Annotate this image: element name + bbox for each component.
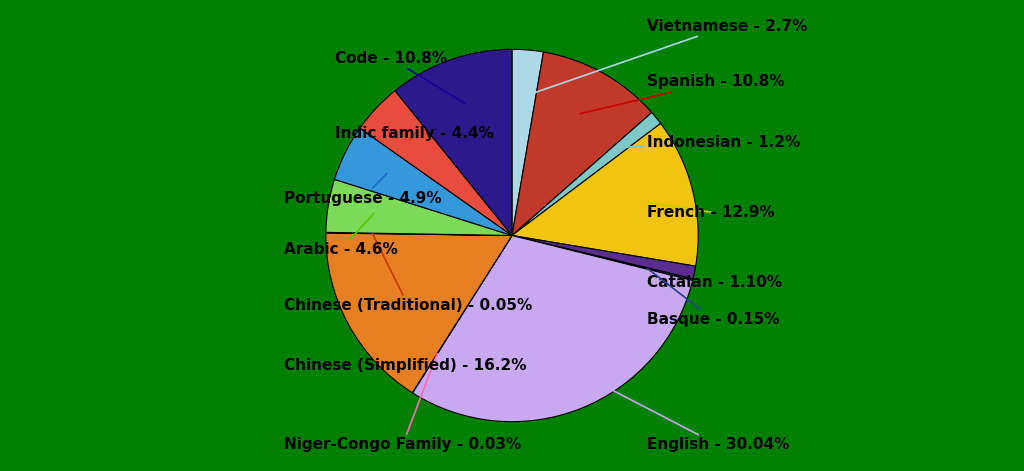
Wedge shape — [413, 236, 692, 422]
Wedge shape — [512, 49, 544, 236]
Wedge shape — [326, 233, 512, 393]
Wedge shape — [335, 128, 512, 236]
Text: Indonesian - 1.2%: Indonesian - 1.2% — [621, 135, 800, 150]
Wedge shape — [326, 232, 512, 236]
Text: Arabic - 4.6%: Arabic - 4.6% — [284, 213, 397, 257]
Text: Chinese (Traditional) - 0.05%: Chinese (Traditional) - 0.05% — [284, 233, 532, 313]
Text: Spanish - 10.8%: Spanish - 10.8% — [581, 74, 784, 114]
Text: Niger-Congo Family - 0.03%: Niger-Congo Family - 0.03% — [284, 353, 521, 453]
Wedge shape — [512, 236, 695, 279]
Wedge shape — [413, 236, 512, 393]
Text: French - 12.9%: French - 12.9% — [647, 202, 774, 220]
Text: Chinese (Simplified) - 16.2%: Chinese (Simplified) - 16.2% — [284, 302, 526, 374]
Wedge shape — [326, 179, 512, 236]
Wedge shape — [512, 236, 693, 281]
Text: Code - 10.8%: Code - 10.8% — [335, 51, 466, 104]
Wedge shape — [512, 123, 698, 266]
Text: Vietnamese - 2.7%: Vietnamese - 2.7% — [524, 18, 807, 97]
Text: Portuguese - 4.9%: Portuguese - 4.9% — [284, 173, 441, 206]
Text: English - 30.04%: English - 30.04% — [564, 365, 790, 453]
Text: Basque - 0.15%: Basque - 0.15% — [647, 268, 779, 327]
Wedge shape — [359, 91, 512, 236]
Text: Catalan - 1.10%: Catalan - 1.10% — [647, 263, 782, 290]
Wedge shape — [512, 113, 660, 236]
Wedge shape — [512, 52, 652, 236]
Text: Indic family - 4.4%: Indic family - 4.4% — [335, 126, 494, 141]
Wedge shape — [395, 49, 512, 236]
